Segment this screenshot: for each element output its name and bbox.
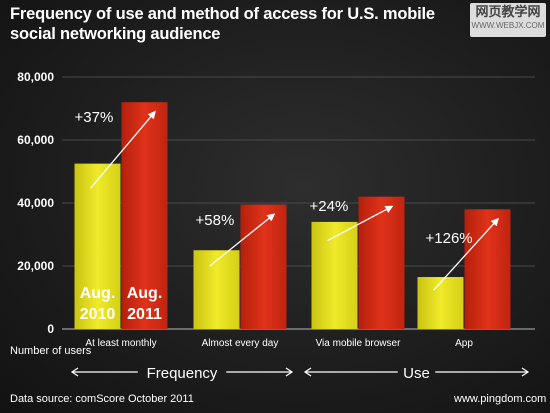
bar-2010	[311, 221, 358, 329]
growth-arrow	[90, 110, 156, 189]
frequency-group-label: Frequency	[147, 365, 218, 382]
category-label: At least monthly	[85, 338, 156, 349]
growth-label: +37%	[75, 109, 114, 126]
watermark-url: WWW.WEBJX.COM	[471, 21, 545, 30]
y-tick-label: 60,000	[17, 133, 54, 147]
category-label: Almost every day	[202, 338, 279, 349]
growth-label: +24%	[310, 198, 349, 215]
y-tick-label: 0	[47, 322, 54, 336]
bar-layer	[74, 102, 511, 329]
label-layer: +37% At least monthly +58% Almost every day…	[75, 109, 474, 349]
y-tick-label: 20,000	[17, 259, 54, 273]
growth-label: +126%	[426, 230, 473, 247]
use-bracket-right-arrow	[521, 367, 530, 377]
bar-2011	[121, 102, 168, 329]
growth-arrow	[209, 213, 276, 267]
growth-arrow	[327, 205, 394, 242]
growth-label: +58%	[196, 212, 235, 229]
use-bracket-left-arrow	[303, 367, 312, 377]
bar-2011	[358, 196, 405, 329]
frequency-bracket-left-arrow	[70, 367, 79, 377]
category-label: App	[455, 338, 473, 349]
growth-arrow	[433, 217, 499, 291]
y-tick-label: 40,000	[17, 196, 54, 210]
watermark-text: 网页教学网	[475, 4, 541, 19]
bar-label-month: Aug.	[127, 285, 163, 302]
use-group-label: Use	[403, 365, 430, 382]
site-url: www.pingdom.com	[454, 393, 547, 405]
bar-2010	[74, 163, 121, 329]
bar-label-month: Aug.	[80, 285, 116, 302]
bar-label-year: 2010	[80, 306, 116, 323]
bar-2010	[193, 250, 240, 329]
bar-2011	[464, 209, 511, 329]
bar-label-year: 2011	[127, 306, 162, 323]
watermark-logo: 网页教学网 WWW.WEBJX.COM	[470, 3, 546, 37]
group-layer: Frequency Use	[70, 365, 530, 382]
bar-2010	[417, 277, 464, 329]
category-label: Via mobile browser	[316, 338, 402, 349]
frequency-bracket-right-arrow	[285, 367, 294, 377]
chart-title: Frequency of use and method of access fo…	[10, 5, 435, 43]
y-tick-label: 80,000	[17, 70, 54, 84]
bar-2011	[240, 204, 287, 329]
y-axis-title: Number of users	[10, 345, 92, 357]
data-source: Data source: comScore October 2011	[10, 393, 194, 405]
